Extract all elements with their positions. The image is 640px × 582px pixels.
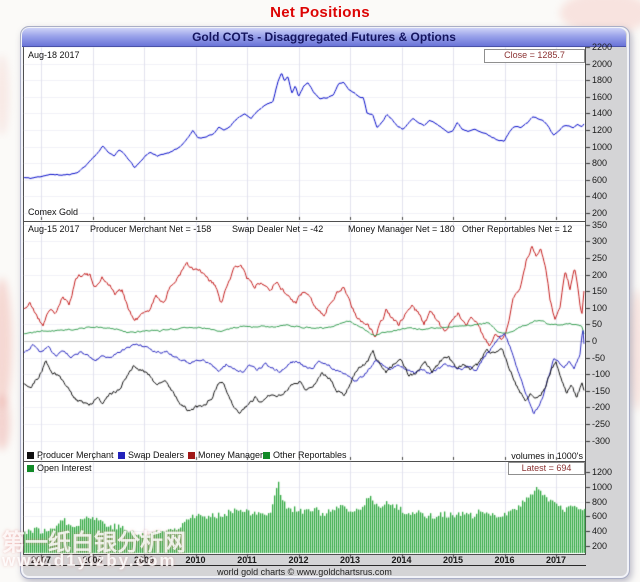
legend-money-manager: Money Manager xyxy=(188,451,263,460)
legend-label: Open Interest xyxy=(37,463,92,473)
money-manager-net-label: Money Manager Net = 180 xyxy=(348,224,455,234)
swap-dealer-net-label: Swap Dealer Net = -42 xyxy=(232,224,324,234)
background-watermark xyxy=(0,55,9,135)
x-axis-year-label: 2016 xyxy=(494,555,515,565)
price-axis-tick-label: 400 xyxy=(592,191,608,202)
price-axis-tick-label: 1800 xyxy=(592,75,613,86)
open-interest-swatch-icon xyxy=(27,465,34,472)
price-axis-tick-label: 1200 xyxy=(592,125,613,135)
net-axis-tick-label: 250 xyxy=(592,253,608,263)
net-axis-tick-label: 200 xyxy=(592,269,608,280)
volumes-note: volumes in 1000's xyxy=(511,451,583,461)
page-title: Net Positions xyxy=(270,4,370,21)
x-axis-year-label: 2011 xyxy=(237,555,257,565)
net-panel-date: Aug-15 2017 xyxy=(28,224,80,234)
net-axis-tick-label: 150 xyxy=(592,286,608,297)
x-axis-year-label: 2014 xyxy=(391,555,412,565)
legend-other-reportables: Other Reportables xyxy=(263,451,347,460)
producer-merchant-net-label: Producer Merchant Net = -158 xyxy=(90,224,212,234)
background-watermark xyxy=(0,395,10,450)
open-interest-axis-tick-label: 600 xyxy=(592,511,608,522)
net-axis-tick-label: -50 xyxy=(592,352,606,363)
price-axis-tick-label: 1400 xyxy=(592,108,613,119)
net-positions-panel xyxy=(23,221,586,462)
net-axis-tick-label: -250 xyxy=(592,419,611,429)
legend-label: Swap Dealers xyxy=(128,450,185,460)
net-axis-tick-label: -200 xyxy=(592,402,611,413)
price-axis-tick-label: 600 xyxy=(592,174,608,185)
price-axis-tick-label: 2000 xyxy=(592,58,613,69)
background-watermark xyxy=(0,278,12,408)
other-reportables-swatch-icon xyxy=(263,452,270,459)
open-interest-latest-box: Latest = 694 xyxy=(508,462,585,475)
open-interest-axis-tick-label: 400 xyxy=(592,526,608,537)
x-axis-year-label: 2017 xyxy=(545,555,567,565)
price-axis-tick-label: 200 xyxy=(592,208,608,218)
legend-label: Other Reportables xyxy=(273,450,347,460)
net-axis-tick-label: 50 xyxy=(592,319,603,330)
price-panel xyxy=(23,46,586,222)
other-reportables-net-label: Other Reportables Net = 12 xyxy=(462,224,573,234)
watermark-site-url: www.d1yizby.com xyxy=(2,551,177,570)
net-axis-tick-label: -100 xyxy=(592,369,611,380)
legend-label: Money Manager xyxy=(198,450,264,460)
net-axis-tick-label: 350 xyxy=(592,219,608,230)
legend-swap-dealers: Swap Dealers xyxy=(118,451,184,460)
net-axis-tick-label: -300 xyxy=(592,435,611,446)
swap-dealers-swatch-icon xyxy=(118,452,125,459)
net-axis-tick-label: 0 xyxy=(592,336,598,346)
net-axis-tick-label: 100 xyxy=(592,302,608,313)
open-interest-axis-tick-label: 800 xyxy=(592,496,608,507)
price-axis-tick-label: 1000 xyxy=(592,141,613,152)
x-axis-year-label: 2015 xyxy=(442,555,464,565)
net-axis-tick-label: -150 xyxy=(592,385,611,396)
chart-window-titlebar: Gold COTs - Disaggregated Futures & Opti… xyxy=(22,28,626,47)
open-interest-axis-tick-label: 1200 xyxy=(592,467,613,477)
open-interest-axis-tick-label: 200 xyxy=(592,541,608,552)
price-instrument-label: Comex Gold xyxy=(28,207,79,217)
price-panel-date: Aug-18 2017 xyxy=(28,50,80,60)
legend-open-interest: Open Interest xyxy=(27,464,92,473)
x-axis-year-label: 2012 xyxy=(288,555,309,565)
price-axis-tick-label: 800 xyxy=(592,158,608,169)
legend-label: Producer Merchant xyxy=(37,450,114,460)
price-close-box: Close = 1285.7 xyxy=(484,49,585,63)
price-axis-tick-label: 2200 xyxy=(592,42,613,52)
money-manager-swatch-icon xyxy=(188,452,195,459)
price-axis-tick-label: 1600 xyxy=(592,91,613,102)
legend-producer-merchant: Producer Merchant xyxy=(27,451,114,460)
x-axis-year-label: 2013 xyxy=(339,555,361,565)
producer-merchant-swatch-icon xyxy=(27,452,34,459)
open-interest-axis-tick-label: 1000 xyxy=(592,481,613,492)
net-axis-tick-label: 300 xyxy=(592,236,608,247)
